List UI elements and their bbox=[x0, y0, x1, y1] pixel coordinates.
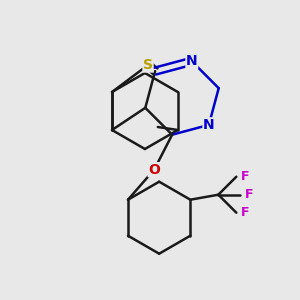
Text: N: N bbox=[203, 118, 215, 132]
Text: N: N bbox=[186, 54, 198, 68]
Text: F: F bbox=[245, 188, 254, 201]
Text: S: S bbox=[143, 58, 153, 72]
Text: F: F bbox=[241, 170, 250, 183]
Text: F: F bbox=[241, 206, 250, 219]
Text: O: O bbox=[148, 163, 160, 177]
